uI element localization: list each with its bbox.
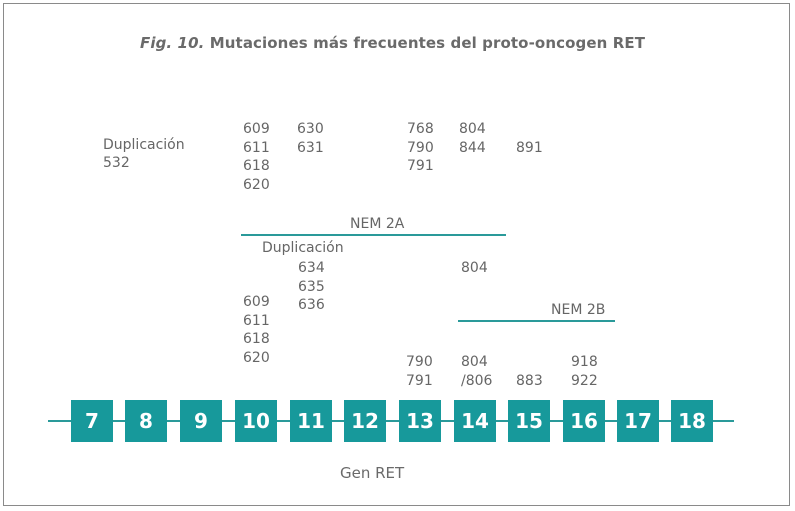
exon-10: 10 xyxy=(235,400,277,442)
exon-7: 7 xyxy=(71,400,113,442)
nem2a-exon14-mutations: 804 xyxy=(461,260,488,276)
exon-18: 18 xyxy=(671,400,713,442)
figure-frame xyxy=(3,3,790,506)
upper-duplication-label: Duplicación xyxy=(103,137,185,153)
upper-exon13-mutations: 768 790 791 xyxy=(407,121,434,174)
exon-11: 11 xyxy=(290,400,332,442)
upper-exon11-mutations: 630 631 xyxy=(297,121,324,156)
exon-17: 17 xyxy=(617,400,659,442)
upper-exon14-mutations: 804 844 xyxy=(459,121,486,156)
upper-exon15-mutations: 891 xyxy=(516,140,543,156)
nem2a-duplication-label: Duplicación xyxy=(262,240,344,256)
exon-14: 14 xyxy=(454,400,496,442)
gene-backbone-line xyxy=(48,420,734,422)
nem2b-label: NEM 2B xyxy=(551,302,606,318)
upper-exon10-mutations: 609 611 618 620 xyxy=(243,121,270,193)
nem2a-exon11-mutations: 634 635 636 xyxy=(298,260,325,313)
exon-9: 9 xyxy=(180,400,222,442)
nem2b-range-line xyxy=(458,320,615,322)
exon-15: 15 xyxy=(508,400,550,442)
nem2a-label: NEM 2A xyxy=(350,216,405,232)
nem2a-range-line xyxy=(241,234,506,236)
figure-title: Fig. 10. Mutaciones más frecuentes del p… xyxy=(140,34,645,52)
gene-label: Gen RET xyxy=(340,464,405,482)
nem2b-exon14-mutations: 804 /806 xyxy=(461,354,493,389)
figure-number: Fig. 10. xyxy=(140,34,205,52)
nem2b-exon16-mutations: 918 922 xyxy=(571,354,598,389)
exon-8: 8 xyxy=(125,400,167,442)
figure-caption: Mutaciones más frecuentes del proto-onco… xyxy=(204,34,646,52)
nem2b-exon15-mutations: 883 xyxy=(516,373,543,389)
upper-duplication-value: 532 xyxy=(103,155,130,171)
exon-13: 13 xyxy=(399,400,441,442)
exon-16: 16 xyxy=(563,400,605,442)
nem2b-exon13-mutations: 790 791 xyxy=(406,354,433,389)
nem2a-exon10-mutations: 609 611 618 620 xyxy=(243,294,270,366)
exon-12: 12 xyxy=(344,400,386,442)
